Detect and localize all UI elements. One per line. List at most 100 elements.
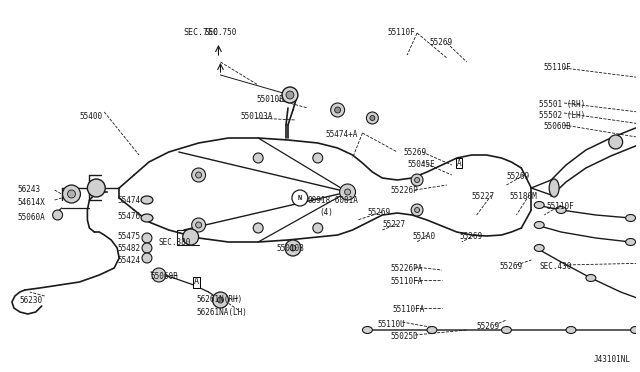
Ellipse shape (141, 196, 153, 204)
Ellipse shape (141, 214, 153, 222)
Text: 08918-6081A: 08918-6081A (308, 196, 358, 205)
Text: 55474: 55474 (117, 196, 140, 205)
Circle shape (191, 218, 205, 232)
Text: 55474+A: 55474+A (326, 130, 358, 139)
Text: 55269: 55269 (403, 148, 426, 157)
Circle shape (609, 135, 623, 149)
Text: 55226P: 55226P (390, 186, 418, 195)
Circle shape (183, 229, 198, 245)
Text: 55227: 55227 (472, 192, 495, 201)
Ellipse shape (427, 327, 437, 334)
Text: 55025D: 55025D (390, 332, 418, 341)
Text: 55110F: 55110F (387, 28, 415, 37)
Ellipse shape (534, 244, 544, 251)
Circle shape (411, 174, 423, 186)
Ellipse shape (549, 179, 559, 197)
Text: 56261NA(LH): 56261NA(LH) (196, 308, 248, 317)
Text: 55180M: 55180M (509, 192, 537, 201)
Circle shape (142, 243, 152, 253)
Text: 55060B: 55060B (151, 272, 179, 281)
Circle shape (340, 184, 355, 200)
Circle shape (253, 223, 263, 233)
Text: 55110FA: 55110FA (392, 305, 424, 314)
Text: (4): (4) (320, 208, 333, 217)
Text: 55010B: 55010B (276, 244, 304, 253)
Text: 55110FA: 55110FA (390, 277, 422, 286)
Ellipse shape (502, 327, 511, 334)
Circle shape (253, 153, 263, 163)
Text: 551A0: 551A0 (412, 232, 435, 241)
Ellipse shape (586, 275, 596, 282)
Text: A: A (194, 278, 199, 286)
Text: 55269: 55269 (460, 232, 483, 241)
Ellipse shape (534, 202, 544, 208)
Text: A: A (456, 158, 461, 167)
Text: 55475: 55475 (117, 232, 140, 241)
Text: 55269: 55269 (477, 322, 500, 331)
Text: SEC.750: SEC.750 (184, 28, 219, 37)
Circle shape (370, 115, 375, 121)
Circle shape (331, 103, 344, 117)
Text: SEC.380: SEC.380 (159, 238, 191, 247)
Circle shape (344, 189, 351, 195)
Circle shape (415, 208, 420, 212)
Circle shape (282, 87, 298, 103)
Circle shape (196, 222, 202, 228)
Ellipse shape (566, 327, 576, 334)
Text: J43101NL: J43101NL (594, 355, 631, 364)
Ellipse shape (534, 221, 544, 228)
Circle shape (286, 91, 294, 99)
Circle shape (285, 240, 301, 256)
Text: 55502 (LH): 55502 (LH) (540, 111, 586, 120)
Circle shape (142, 253, 152, 263)
Text: 550103A: 550103A (240, 112, 273, 121)
Circle shape (218, 297, 223, 303)
Text: N: N (298, 195, 302, 201)
Circle shape (290, 245, 296, 251)
Text: 55269: 55269 (506, 172, 529, 181)
Circle shape (196, 172, 202, 178)
Ellipse shape (626, 215, 636, 221)
Text: 56243: 56243 (18, 185, 41, 194)
Text: 55501 (RH): 55501 (RH) (540, 100, 586, 109)
Circle shape (313, 223, 323, 233)
Ellipse shape (626, 238, 636, 246)
Circle shape (68, 190, 76, 198)
Text: 55269: 55269 (367, 208, 390, 217)
Text: 55269: 55269 (429, 38, 452, 47)
Circle shape (52, 210, 63, 220)
Text: 56230: 56230 (20, 296, 43, 305)
Text: SEC.750: SEC.750 (204, 28, 237, 37)
Text: 55010B: 55010B (256, 95, 284, 104)
Text: SEC.430: SEC.430 (540, 262, 572, 271)
Circle shape (411, 204, 423, 216)
Ellipse shape (556, 206, 566, 214)
Text: 55110F: 55110F (546, 202, 574, 211)
Ellipse shape (362, 327, 372, 334)
Text: 55476: 55476 (117, 212, 140, 221)
Text: 55060B: 55060B (543, 122, 571, 131)
Text: 55045E: 55045E (407, 160, 435, 169)
Circle shape (152, 268, 166, 282)
Text: 55226PA: 55226PA (390, 264, 422, 273)
Text: 55400: 55400 (79, 112, 102, 121)
Circle shape (191, 168, 205, 182)
Text: 55482: 55482 (117, 244, 140, 253)
Text: 55269: 55269 (499, 262, 523, 271)
Text: 56261N(RH): 56261N(RH) (196, 295, 243, 304)
Text: 55424: 55424 (117, 256, 140, 265)
Text: 55110U: 55110U (378, 320, 405, 329)
Circle shape (313, 153, 323, 163)
Ellipse shape (630, 327, 640, 334)
Circle shape (335, 107, 340, 113)
Circle shape (142, 233, 152, 243)
Circle shape (88, 179, 105, 197)
Text: 54614X: 54614X (18, 198, 45, 207)
Circle shape (415, 177, 420, 183)
Circle shape (212, 292, 228, 308)
Circle shape (292, 190, 308, 206)
Circle shape (63, 185, 81, 203)
Text: 55110F: 55110F (543, 63, 571, 72)
Text: 55060A: 55060A (18, 213, 45, 222)
Text: 55227: 55227 (382, 220, 406, 229)
